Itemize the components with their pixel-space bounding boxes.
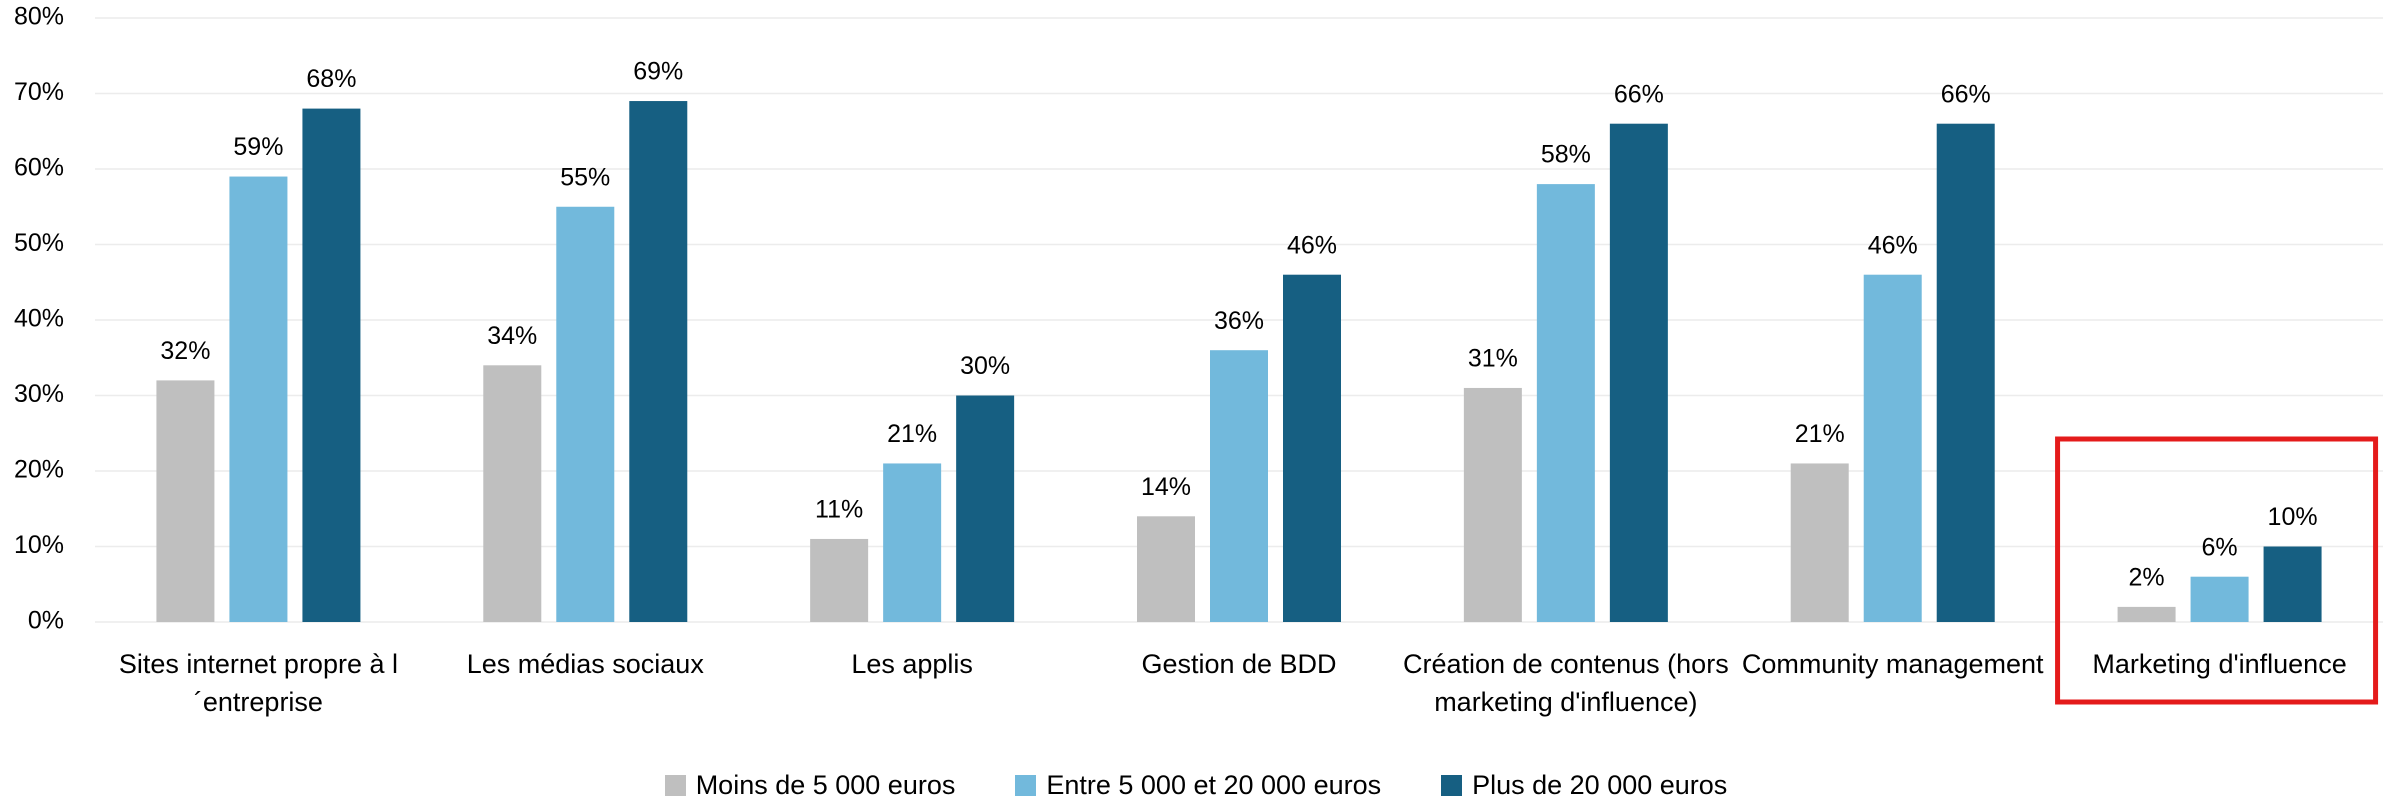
bar: [2117, 606, 2176, 622]
bar: [156, 380, 215, 622]
bar: [2190, 576, 2249, 622]
x-tick-label: Marketing d'influence: [2092, 649, 2347, 679]
y-tick-label: 30%: [14, 380, 64, 408]
bar: [302, 108, 361, 623]
data-label: 59%: [233, 133, 283, 161]
x-tick-label: Community management: [1741, 649, 2044, 679]
data-label: 36%: [1214, 307, 1264, 335]
bar: [883, 463, 942, 622]
legend-swatch: [664, 775, 686, 796]
data-label: 34%: [487, 322, 537, 350]
x-tick-label: Les applis: [851, 649, 973, 679]
y-tick-label: 80%: [14, 3, 64, 31]
bar: [483, 365, 542, 622]
legend-item: Entre 5 000 et 20 000 euros: [1015, 770, 1381, 801]
data-label: 55%: [560, 163, 610, 191]
bar: [1463, 387, 1522, 622]
y-tick-label: 0%: [28, 607, 64, 635]
x-tick-label: Gestion de BDD: [1141, 649, 1337, 679]
x-tick-label: Les médias sociaux: [466, 649, 704, 679]
bar: [2263, 546, 2322, 622]
y-tick-label: 10%: [14, 531, 64, 559]
bar: [1283, 274, 1341, 622]
data-label: 6%: [2202, 533, 2238, 561]
highlight-box: [2055, 436, 2379, 705]
bar: [1790, 463, 1849, 622]
data-label: 46%: [1868, 231, 1918, 259]
x-tick-label: Création de contenus (hors marketing d'i…: [1403, 649, 1729, 717]
bar: [556, 206, 615, 622]
bar: [1609, 123, 1668, 622]
bar: [1863, 274, 1922, 622]
bar: [1210, 350, 1268, 622]
legend: Moins de 5 000 euros Entre 5 000 et 20 00…: [0, 770, 2392, 801]
data-label: 58%: [1541, 141, 1591, 169]
bar: [629, 101, 688, 623]
y-tick-label: 40%: [14, 305, 64, 333]
bar: [1936, 123, 1995, 622]
data-label: 68%: [306, 65, 356, 93]
legend-item: Moins de 5 000 euros: [664, 770, 956, 801]
x-tick-label: Sites internet propre à l´entreprise: [118, 649, 398, 717]
bar: [229, 176, 288, 623]
y-tick-label: 70%: [14, 78, 64, 106]
bar: [1137, 516, 1195, 622]
y-tick-label: 20%: [14, 456, 64, 484]
data-label: 69%: [633, 58, 683, 86]
data-label: 21%: [887, 420, 937, 448]
legend-label: Plus de 20 000 euros: [1472, 770, 1728, 800]
bar: [810, 538, 869, 622]
bar: [1536, 184, 1595, 622]
legend-label: Entre 5 000 et 20 000 euros: [1046, 770, 1382, 800]
data-label: 14%: [1141, 473, 1191, 501]
legend-item: Plus de 20 000 euros: [1441, 770, 1727, 801]
y-tick-label: 50%: [14, 229, 64, 257]
data-label: 66%: [1614, 80, 1664, 108]
data-label: 11%: [815, 496, 863, 524]
data-label: 30%: [960, 352, 1010, 380]
data-label: 21%: [1795, 420, 1845, 448]
data-label: 66%: [1941, 80, 1991, 108]
data-label: 2%: [2129, 564, 2165, 592]
y-tick-label: 60%: [14, 154, 64, 182]
data-label: 31%: [1468, 345, 1518, 373]
data-label: 10%: [2268, 503, 2318, 531]
bar: [956, 395, 1015, 622]
legend-swatch: [1441, 775, 1463, 796]
legend-swatch: [1015, 775, 1037, 796]
legend-label: Moins de 5 000 euros: [695, 770, 956, 800]
data-label: 46%: [1287, 231, 1337, 259]
data-label: 32%: [160, 337, 210, 365]
